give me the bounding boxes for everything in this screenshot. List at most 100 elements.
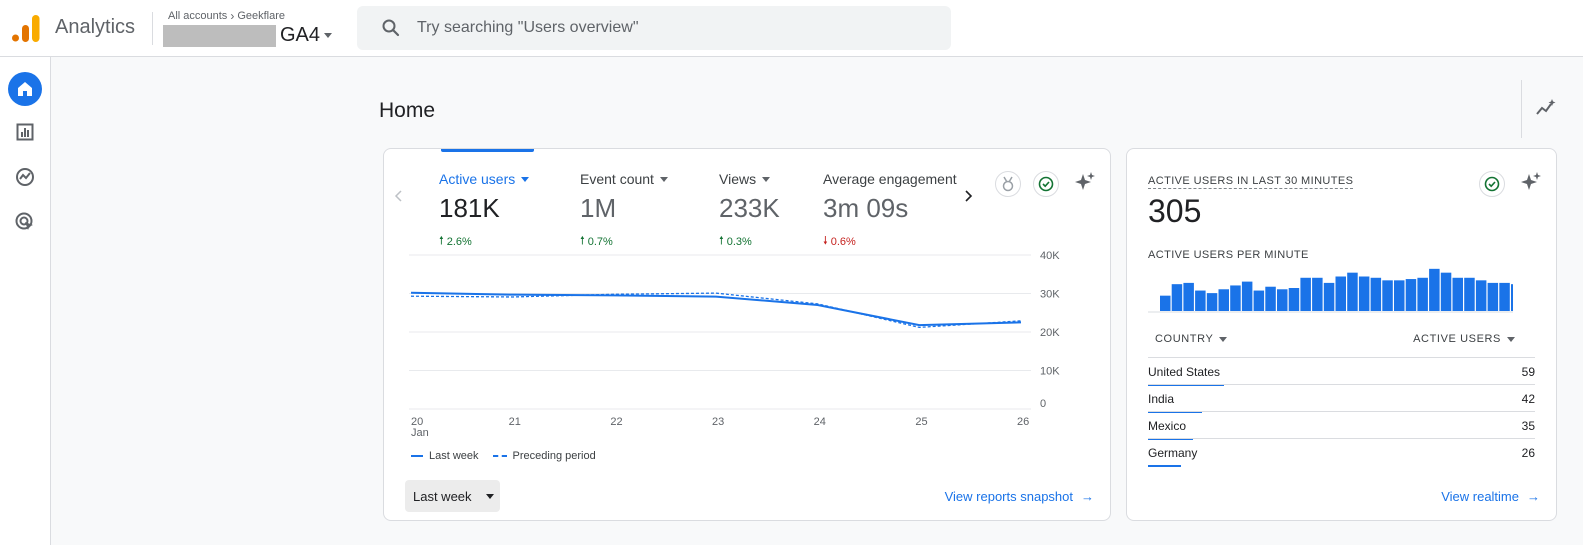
panel-divider — [1521, 80, 1522, 138]
check-circle-icon — [1038, 176, 1054, 192]
arrow-down-icon: 🠗 — [823, 235, 828, 247]
metric-tab-average-engagement[interactable]: Average engagement 3m 09s 🠗 0.6% — [823, 171, 957, 251]
per-minute-bar — [1206, 293, 1218, 311]
per-minute-bar — [1417, 277, 1428, 311]
metric-tab-active-users[interactable]: Active users 181K 🠕 2.6% — [439, 171, 530, 251]
per-minute-bar — [1241, 281, 1253, 311]
share-bar — [1148, 384, 1224, 386]
breadcrumb-all-accounts[interactable]: All accounts — [168, 10, 228, 22]
caret-down-icon — [1219, 336, 1228, 342]
per-minute-bar — [1335, 276, 1346, 311]
caret-down-icon — [659, 176, 668, 182]
badge-icon — [1002, 176, 1014, 192]
per-minute-bar — [1323, 282, 1335, 311]
analytics-logo[interactable] — [12, 14, 40, 42]
medal-icon[interactable] — [995, 171, 1021, 197]
per-minute-label: ACTIVE USERS PER MINUTE — [1148, 249, 1309, 261]
metric-value: 3m 09s — [823, 193, 909, 223]
per-minute-bar — [1265, 286, 1276, 311]
date-range-label: Last week — [413, 488, 472, 504]
caret-down-icon — [324, 33, 333, 38]
per-minute-bar — [1440, 272, 1452, 311]
breadcrumb-account[interactable]: Geekflare — [237, 10, 286, 22]
property-name[interactable]: GA4 — [280, 24, 321, 46]
per-minute-bar — [1464, 277, 1475, 311]
per-minute-bar — [1347, 272, 1358, 311]
share-bar — [1148, 411, 1202, 413]
overview-card: Active users 181K 🠕 2.6% Event count 1M 🠕… — [383, 148, 1111, 521]
per-minute-bar — [1475, 280, 1487, 311]
home-icon — [18, 82, 32, 96]
per-minute-bar — [1394, 280, 1405, 311]
metric-value: 1M — [580, 193, 617, 223]
metric-value: 181K — [439, 193, 500, 223]
nav-home[interactable] — [8, 72, 42, 106]
y-tick-label: 10K — [1040, 366, 1060, 378]
check-status-icon[interactable] — [1033, 171, 1059, 197]
table-row: Germany 26 — [1148, 438, 1535, 467]
chevron-right-icon[interactable] — [961, 189, 975, 203]
metric-delta: 0.6% — [830, 235, 856, 248]
sparkle-icon[interactable] — [1073, 171, 1097, 195]
realtime-title[interactable]: ACTIVE USERS IN LAST 30 MINUTES — [1148, 175, 1354, 189]
view-reports-snapshot-link[interactable]: View reports snapshot → — [945, 489, 1094, 504]
legend-solid-swatch — [411, 455, 423, 457]
per-minute-bar — [1370, 277, 1382, 311]
y-tick-label: 30K — [1040, 289, 1060, 301]
redacted-property-name — [163, 25, 276, 47]
caret-down-icon — [485, 493, 494, 499]
country-name: United States — [1148, 365, 1221, 379]
property-selector[interactable]: GA4 — [280, 24, 333, 47]
metric-tab-views[interactable]: Views 233K 🠕 0.3% — [719, 171, 780, 251]
header-divider — [152, 12, 153, 45]
arrow-up-icon: 🠕 — [719, 235, 724, 247]
search-input[interactable] — [417, 19, 917, 37]
metric-value: 233K — [719, 193, 780, 223]
breadcrumb[interactable]: All accounts › Geekflare — [168, 9, 285, 23]
legend-previous: Preceding period — [512, 450, 596, 462]
x-tick-label: 26 — [1017, 416, 1029, 428]
per-minute-bar — [1218, 289, 1229, 311]
view-realtime-link[interactable]: View realtime → — [1441, 489, 1540, 504]
nav-advertising[interactable] — [8, 205, 42, 239]
per-minute-bar — [1405, 279, 1417, 311]
per-minute-bar — [1171, 284, 1183, 311]
nav-reports[interactable] — [8, 115, 42, 149]
per-minute-bar — [1300, 277, 1311, 311]
per-minute-bar — [1358, 276, 1370, 311]
top-app-bar: Analytics All accounts › Geekflare GA4 — [0, 0, 1583, 57]
line-chart: 40K 30K 20K 10K 0 20 21 22 23 24 25 26 Jan — [409, 250, 1060, 439]
app-name: Analytics — [55, 16, 136, 38]
country-column-header[interactable]: COUNTRY — [1155, 333, 1228, 345]
x-tick-label: 24 — [814, 416, 826, 428]
page-title: Home — [379, 99, 436, 122]
y-tick-label: 20K — [1040, 327, 1060, 339]
metric-delta: 0.3% — [726, 235, 752, 248]
per-minute-bar — [1160, 295, 1171, 311]
date-range-dropdown[interactable]: Last week — [405, 480, 500, 512]
chevron-left-icon[interactable] — [392, 189, 406, 203]
advertising-icon — [15, 212, 33, 230]
per-minute-bar — [1312, 277, 1323, 311]
caret-down-icon — [762, 176, 771, 182]
insights-icon[interactable] — [1535, 97, 1557, 119]
search-bar[interactable] — [357, 6, 951, 50]
per-minute-bar — [1195, 290, 1206, 311]
realtime-card: ACTIVE USERS IN LAST 30 MINUTES 305 ACTI… — [1126, 148, 1557, 521]
active-users-column-header[interactable]: ACTIVE USERS — [1413, 333, 1515, 345]
nav-explore[interactable] — [8, 160, 42, 194]
sparkle-icon[interactable] — [1519, 171, 1543, 195]
reports-icon — [16, 123, 34, 141]
metric-delta: 0.7% — [587, 235, 613, 248]
share-bar — [1148, 465, 1182, 467]
per-minute-bar-chart — [1148, 268, 1513, 313]
arrow-up-icon: 🠕 — [439, 235, 444, 247]
column-label: COUNTRY — [1155, 333, 1214, 345]
check-circle-icon — [1484, 176, 1500, 192]
metric-label: Event count — [580, 171, 654, 187]
per-minute-bar — [1487, 282, 1499, 311]
metric-tab-event-count[interactable]: Event count 1M 🠕 0.7% — [580, 171, 668, 251]
check-status-icon[interactable] — [1479, 171, 1505, 197]
country-users: 26 — [1521, 446, 1535, 460]
x-tick-label: 22 — [610, 416, 622, 428]
